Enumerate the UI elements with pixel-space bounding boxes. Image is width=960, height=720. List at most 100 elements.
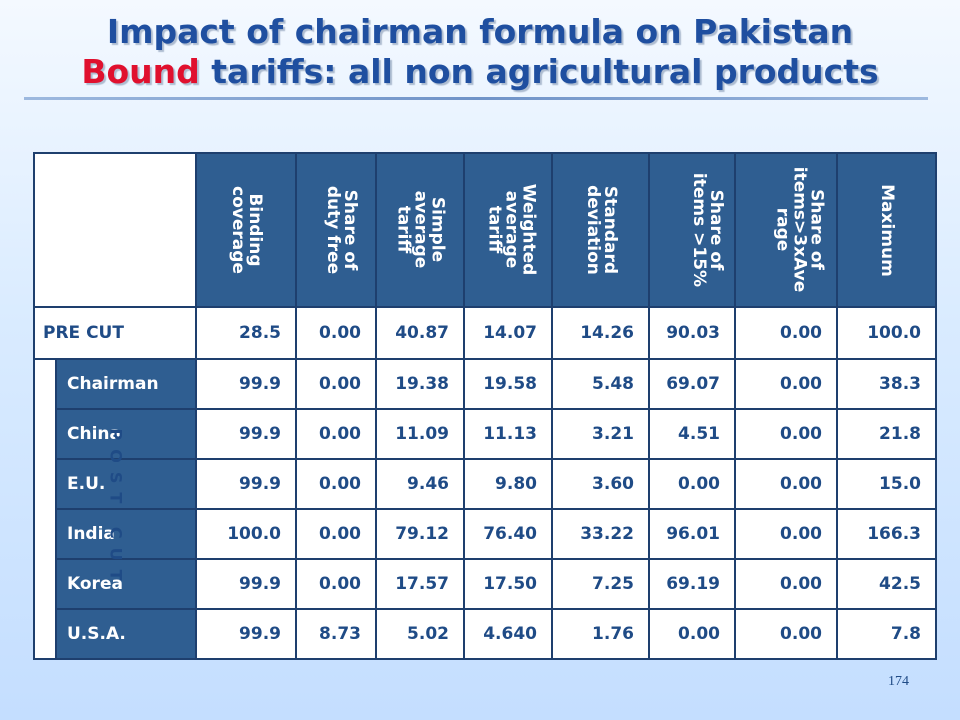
- column-header-label: Standard deviation: [582, 184, 619, 275]
- table-cell: 15.0: [836, 458, 937, 510]
- table-cell: 1.76: [551, 608, 650, 660]
- table-cell: 8.73: [295, 608, 377, 660]
- page-number: 174: [888, 674, 909, 689]
- column-header-line: deviation: [582, 184, 603, 275]
- table-cell: 0.00: [734, 306, 838, 360]
- column-header: Weighted average tariff: [463, 152, 553, 308]
- table-cell: 40.87: [375, 306, 465, 360]
- pre-cut-label: PRE CUT: [33, 306, 197, 360]
- column-header: Share of items >15%: [648, 152, 736, 308]
- table-row: U.S.A. 99.9 8.73 5.02 4.640 1.76 0.00 0.00 7.8: [34, 608, 937, 660]
- slide-title: Impact of chairman formula on Pakistan B…: [0, 12, 960, 92]
- table-cell: 0.00: [734, 358, 838, 410]
- tariff-table: Binding coverage Share of duty free Simple av…: [33, 152, 937, 660]
- header-row: Binding coverage Share of duty free Simple av…: [33, 152, 937, 308]
- table-cell: 7.25: [551, 558, 650, 610]
- title-divider: [24, 97, 928, 100]
- table-cell: 9.46: [375, 458, 465, 510]
- title-line-1: Impact of chairman formula on Pakistan: [106, 12, 854, 51]
- table-cell: 99.9: [195, 458, 297, 510]
- row-label: Chairman: [55, 358, 197, 410]
- column-header-label: Binding coverage: [227, 185, 265, 274]
- column-header-line: Weighted: [518, 183, 539, 276]
- column-header: Share of items>3xAve rage: [734, 152, 838, 308]
- table-cell: 3.60: [551, 458, 650, 510]
- table-cell: 19.58: [463, 358, 553, 410]
- table-cell: 166.3: [836, 508, 937, 560]
- table-cell: 100.0: [836, 306, 937, 360]
- column-header-line: average: [501, 190, 522, 269]
- column-header-label: Share of duty free: [323, 185, 361, 273]
- table-cell: 0.00: [295, 306, 377, 360]
- column-header: Standard deviation: [551, 152, 650, 308]
- column-header-line: Binding: [244, 192, 265, 267]
- title-bound-word: Bound: [81, 52, 200, 91]
- table-cell: 79.12: [375, 508, 465, 560]
- table-cell: 76.40: [463, 508, 553, 560]
- column-header-line: Simple: [427, 196, 448, 263]
- table-cell: 14.26: [551, 306, 650, 360]
- table-cell: 99.9: [195, 608, 297, 660]
- pre-cut-row: PRE CUT 28.5 0.00 40.87 14.07 14.26 90.03 0.00 1…: [33, 306, 937, 360]
- table-cell: 21.8: [836, 408, 937, 460]
- table-cell: 0.00: [734, 408, 838, 460]
- table-cell: 33.22: [551, 508, 650, 560]
- table-cell: 0.00: [295, 508, 377, 560]
- table-cell: 0.00: [734, 558, 838, 610]
- row-label: India: [55, 508, 197, 560]
- table-row: E.U. 99.9 0.00 9.46 9.80 3.60 0.00 0.00 15.0: [34, 458, 937, 510]
- row-label: China: [55, 408, 197, 460]
- column-header: Share of duty free: [295, 152, 377, 308]
- table-cell: 4.51: [648, 408, 736, 460]
- table-cell: 0.00: [648, 458, 736, 510]
- table-cell: 11.13: [463, 408, 553, 460]
- table-cell: 69.07: [648, 358, 736, 410]
- table-cell: 28.5: [195, 306, 297, 360]
- table-cell: 0.00: [295, 358, 377, 410]
- table-cell: 42.5: [836, 558, 937, 610]
- post-cut-label: POST CUT: [33, 358, 125, 660]
- column-header-line: items >15%: [689, 172, 710, 287]
- header-corner: [33, 152, 197, 308]
- column-header-line: rage: [772, 207, 793, 252]
- table-cell: 3.21: [551, 408, 650, 460]
- column-header-line: tariff: [393, 205, 414, 254]
- column-header-line: items>3xAve: [789, 166, 810, 293]
- table-cell: 17.50: [463, 558, 553, 610]
- column-header-line: coverage: [227, 185, 248, 274]
- table-cell: 17.57: [375, 558, 465, 610]
- column-header-label: Share of items >15%: [689, 172, 726, 287]
- table-cell: 0.00: [295, 558, 377, 610]
- table-cell: 99.9: [195, 358, 297, 410]
- column-header-label: Simple average tariff: [393, 191, 448, 269]
- title-line-2: Bound tariffs: all non agricultural prod…: [0, 52, 960, 92]
- table-cell: 96.01: [648, 508, 736, 560]
- table-cell: 0.00: [734, 608, 838, 660]
- table-cell: 0.00: [295, 408, 377, 460]
- table-cell: 11.09: [375, 408, 465, 460]
- table-cell: 69.19: [648, 558, 736, 610]
- table-cell: 5.02: [375, 608, 465, 660]
- column-header-label: Weighted average tariff: [484, 183, 539, 276]
- table-cell: 100.0: [195, 508, 297, 560]
- table-cell: 0.00: [734, 458, 838, 510]
- table-row: China 99.9 0.00 11.09 11.13 3.21 4.51 0.00 21.8: [34, 408, 937, 460]
- table-row: India 100.0 0.00 79.12 76.40 33.22 96.01 0.00 16…: [34, 508, 937, 560]
- table-cell: 14.07: [463, 306, 553, 360]
- table-cell: 90.03: [648, 306, 736, 360]
- title-line-2-rest: tariffs: all non agricultural products: [199, 52, 879, 91]
- column-header: Binding coverage: [195, 152, 297, 308]
- table-cell: 0.00: [295, 458, 377, 510]
- column-header-line: Share of: [806, 189, 827, 270]
- table-cell: 38.3: [836, 358, 937, 410]
- column-header: Maximum: [836, 152, 937, 308]
- table-cell: 0.00: [648, 608, 736, 660]
- row-label: Korea: [55, 558, 197, 610]
- table-cell: 99.9: [195, 558, 297, 610]
- table-cell: 5.48: [551, 358, 650, 410]
- column-header-line: Share of: [340, 189, 361, 270]
- column-header-label: Share of items>3xAve rage: [772, 166, 827, 293]
- table-cell: 0.00: [734, 508, 838, 560]
- table-cell: 99.9: [195, 408, 297, 460]
- column-header-line: Maximum: [877, 184, 897, 277]
